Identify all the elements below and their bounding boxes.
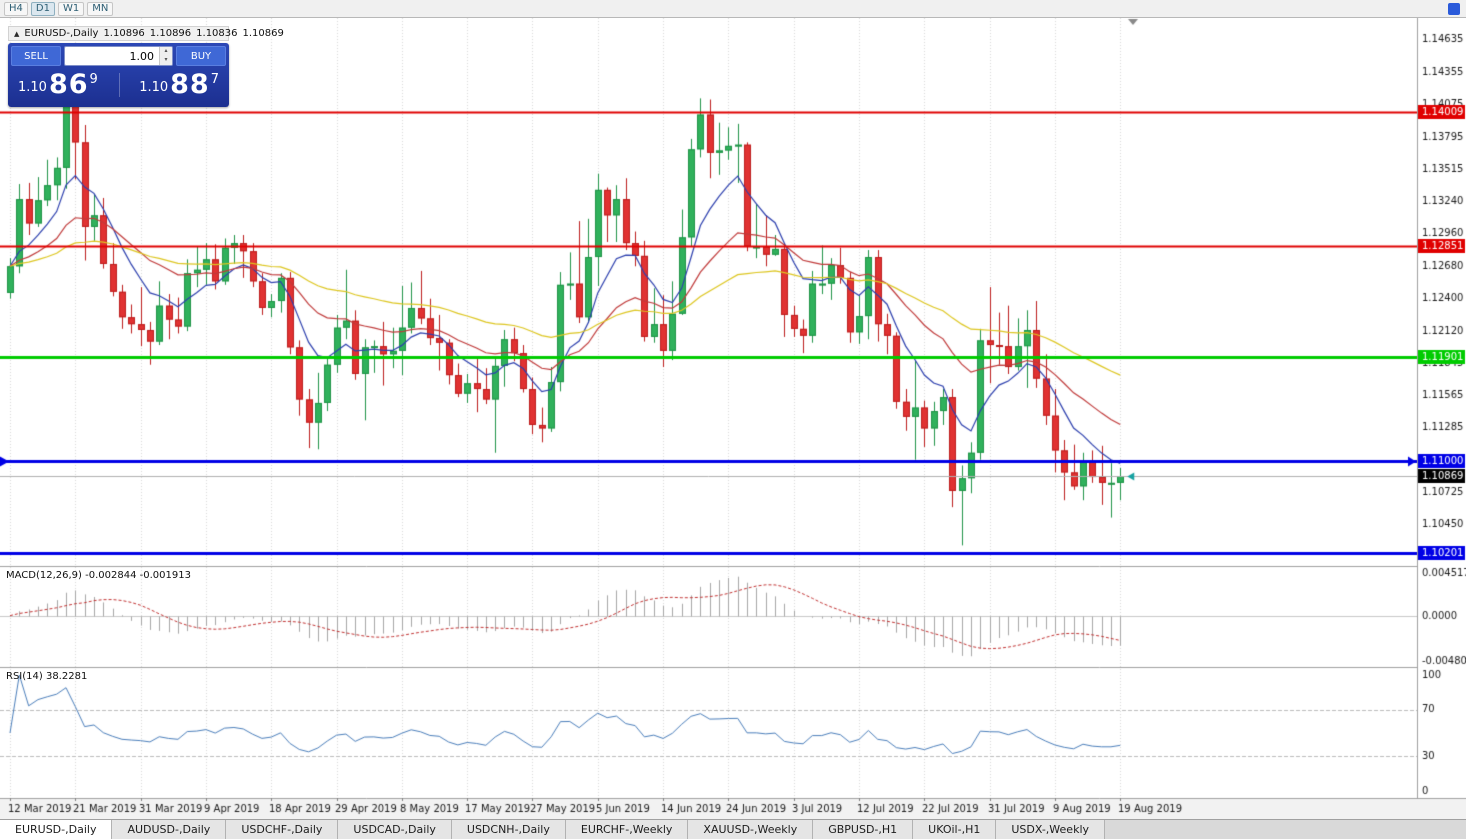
volume-increase-button[interactable]: ▴: [160, 47, 172, 56]
panel-separator[interactable]: [0, 564, 1466, 568]
one-click-trading-panel: SELL ▴ ▾ BUY 1.10 86 9 1.10: [8, 43, 229, 107]
chart-tab-usdcad[interactable]: USDCAD-,Daily: [338, 820, 452, 839]
volume-spinner: ▴ ▾: [159, 47, 172, 65]
ohlc-high: 1.10896: [149, 28, 192, 39]
buy-button[interactable]: BUY: [176, 46, 226, 66]
quote-display-row: 1.10 86 9 1.10 88 7: [11, 66, 226, 104]
sell-price-prefix: 1.10: [18, 80, 47, 95]
timeframe-d1-button[interactable]: D1: [30, 1, 55, 16]
toolbar: H4 D1 W1 MN: [0, 0, 1466, 18]
buy-price-prefix: 1.10: [139, 80, 169, 95]
chart-tab-gbpusd[interactable]: GBPUSD-,H1: [813, 820, 914, 839]
ohlc-close: 1.10869: [242, 28, 284, 39]
time-axis[interactable]: [0, 798, 1417, 819]
chart-tab-usdx[interactable]: USDX-,Weekly: [996, 820, 1106, 839]
chart-tab-ukoil[interactable]: UKOil-,H1: [913, 820, 997, 839]
app-icon: [1448, 3, 1460, 15]
quote-divider: [118, 73, 120, 97]
macd-indicator-label: MACD(12,26,9) -0.002844 -0.001913: [6, 570, 191, 581]
panel-separator[interactable]: [0, 665, 1466, 669]
volume-input-group: ▴ ▾: [64, 46, 173, 66]
timeframe-mn-button[interactable]: MN: [87, 1, 114, 16]
symbol-title: EURUSD-,Daily: [24, 28, 99, 39]
chart-tab-eurusd[interactable]: EURUSD-,Daily: [0, 820, 113, 839]
collapse-arrow-icon[interactable]: ▲: [14, 29, 20, 38]
ohlc-open: 1.10896: [103, 28, 145, 39]
chart-tab-usdcnh[interactable]: USDCNH-,Daily: [451, 820, 566, 839]
chart-tabs-bar: EURUSD-,Daily AUDUSD-,Daily USDCHF-,Dail…: [0, 819, 1466, 839]
chart-area: ▲ EURUSD-,Daily 1.10896 1.10896 1.10836 …: [0, 18, 1466, 819]
price-axis[interactable]: [1417, 18, 1466, 798]
chart-tab-audusd[interactable]: AUDUSD-,Daily: [112, 820, 227, 839]
sell-price-point: 9: [89, 72, 98, 87]
chart-canvas[interactable]: [0, 18, 1466, 819]
timeframe-w1-button[interactable]: W1: [57, 1, 85, 16]
timeframe-h4-button[interactable]: H4: [4, 1, 28, 16]
chart-tab-eurchf[interactable]: EURCHF-,Weekly: [565, 820, 689, 839]
buy-price-point: 7: [210, 72, 219, 87]
chart-tab-xauusd[interactable]: XAUUSD-,Weekly: [688, 820, 814, 839]
buy-price-pips: 88: [170, 69, 210, 100]
chart-tab-usdchf[interactable]: USDCHF-,Daily: [226, 820, 339, 839]
volume-input[interactable]: [65, 48, 159, 64]
chart-title-bar: ▲ EURUSD-,Daily 1.10896 1.10896 1.10836 …: [8, 26, 284, 41]
sell-price-pips: 86: [48, 69, 89, 100]
rsi-indicator-label: RSI(14) 38.2281: [6, 671, 88, 682]
volume-decrease-button[interactable]: ▾: [160, 56, 172, 65]
sell-button[interactable]: SELL: [11, 46, 61, 66]
buy-price-display[interactable]: 1.10 88 7: [139, 69, 219, 100]
sell-price-display[interactable]: 1.10 86 9: [18, 69, 98, 100]
ohlc-low: 1.10836: [196, 28, 238, 39]
